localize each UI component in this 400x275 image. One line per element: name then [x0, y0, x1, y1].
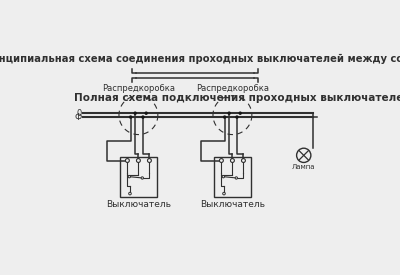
Circle shape [141, 177, 144, 179]
Circle shape [136, 159, 140, 163]
Circle shape [223, 192, 225, 195]
Text: Полная схема подключения проходных выключателей: Полная схема подключения проходных выклю… [74, 92, 400, 103]
Text: Выключатель: Выключатель [200, 200, 265, 209]
Bar [214, 157, 251, 197]
Circle shape [145, 112, 147, 114]
Circle shape [129, 192, 131, 195]
Bar [120, 157, 157, 197]
Circle shape [235, 177, 238, 179]
Circle shape [148, 159, 151, 163]
Circle shape [128, 175, 130, 178]
Circle shape [239, 112, 241, 114]
Circle shape [142, 116, 144, 118]
Circle shape [130, 116, 132, 118]
Circle shape [222, 175, 224, 178]
Circle shape [134, 112, 136, 114]
Circle shape [297, 148, 311, 163]
Text: 0: 0 [76, 109, 81, 118]
Text: Ф: Ф [74, 112, 81, 122]
Circle shape [236, 116, 238, 118]
Circle shape [220, 159, 223, 163]
Text: Выключатель: Выключатель [106, 200, 171, 209]
Text: Принципиальная схема соединения проходных выключателей между собой: Принципиальная схема соединения проходны… [0, 54, 400, 64]
Circle shape [230, 159, 234, 163]
Circle shape [126, 159, 129, 163]
Text: Распредкоробка: Распредкоробка [102, 84, 175, 93]
Text: Распредкоробка: Распредкоробка [196, 84, 269, 93]
Text: Лампа: Лампа [292, 164, 316, 170]
Circle shape [224, 116, 226, 118]
Circle shape [242, 159, 245, 163]
Circle shape [228, 112, 230, 114]
